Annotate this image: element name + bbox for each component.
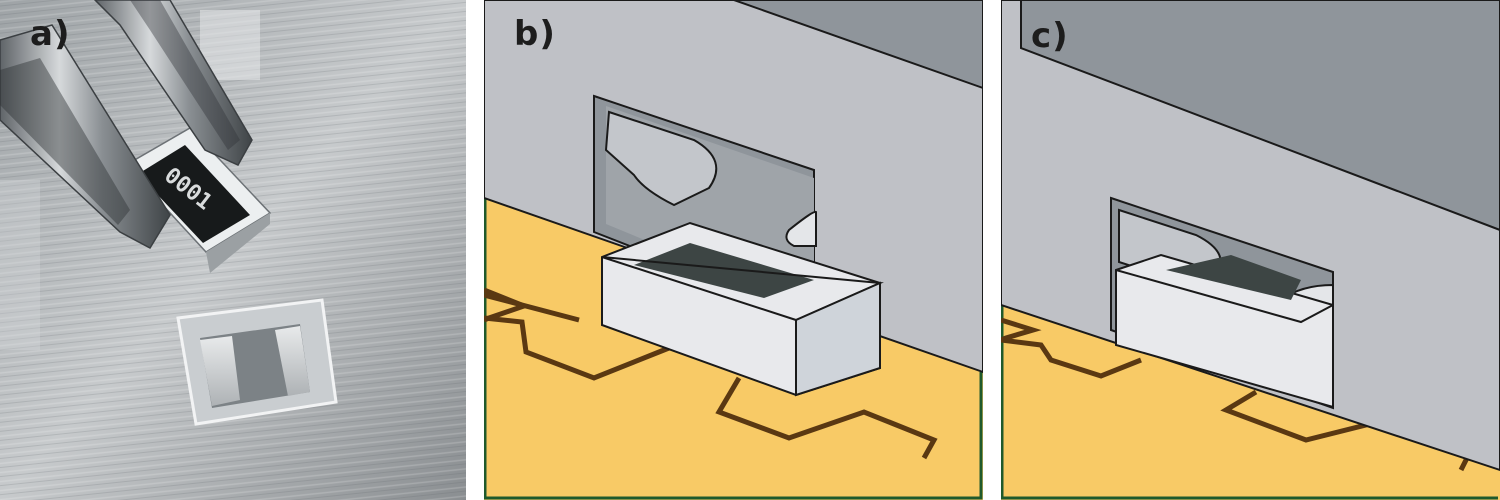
smd-resistor: 0001 [124,127,272,273]
smd-component-inserted [1115,253,1334,409]
diagram-c [1001,0,1500,500]
panel-c-diagram: c) [1001,0,1500,500]
tweezers [0,0,253,249]
housing-top [1020,0,1500,232]
smd-component [601,221,884,397]
panel-a-label: a) [30,14,71,54]
diagram-b [484,0,983,500]
spring-contact-upper [604,110,718,207]
housing-top [733,0,983,90]
socket-block [176,298,338,426]
panel-b-diagram: b) [484,0,983,500]
panel-c-label: c) [1031,16,1069,56]
photo-illustration: 0001 [0,0,466,500]
pcb-traces [484,287,938,460]
spring-contact-lower [785,210,817,247]
pcb-surface [1001,305,1500,500]
panel-b-label: b) [514,14,556,54]
panel-a-photo: 0001 a) [0,0,466,500]
